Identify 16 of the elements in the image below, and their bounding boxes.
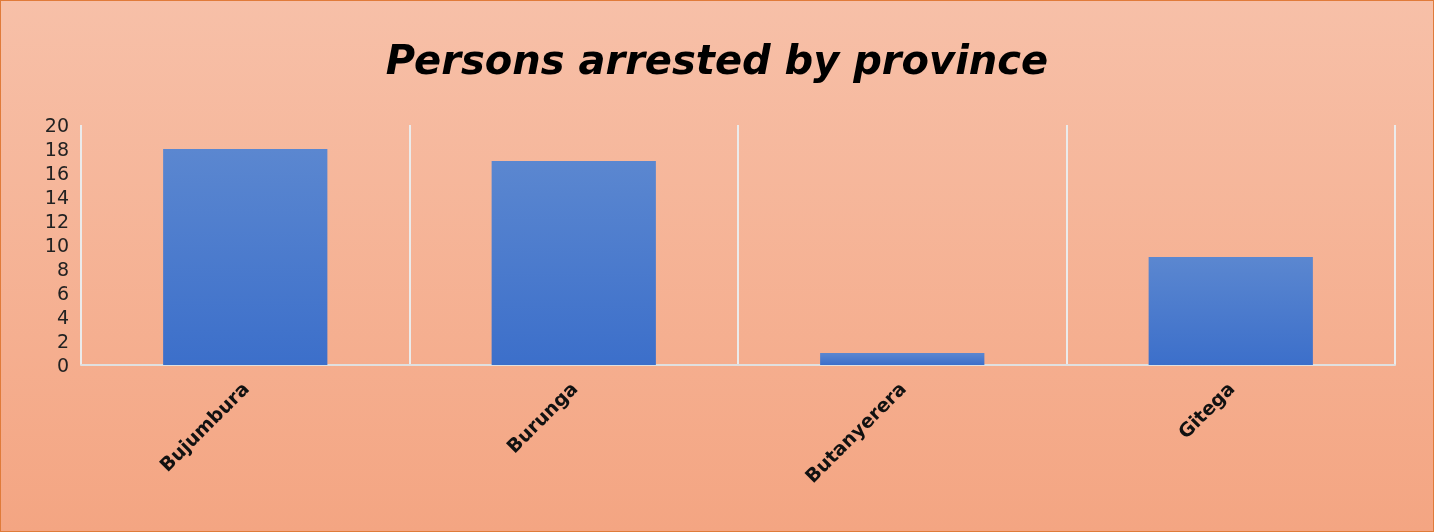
y-tick-label: 2 <box>56 330 69 352</box>
y-tick-label: 4 <box>56 306 69 328</box>
bar <box>491 161 656 365</box>
y-tick-label: 14 <box>44 186 69 208</box>
bar <box>1148 257 1313 365</box>
y-tick-label: 0 <box>56 354 69 376</box>
y-tick-label: 16 <box>44 162 69 184</box>
y-tick-label: 18 <box>44 138 69 160</box>
y-tick-label: 12 <box>44 210 69 232</box>
y-tick-label: 8 <box>56 258 69 280</box>
bar <box>820 353 985 365</box>
chart-title: Persons arrested by province <box>385 37 1049 83</box>
y-tick-label: 20 <box>44 114 69 136</box>
bar <box>163 149 328 365</box>
y-tick-label: 10 <box>44 234 69 256</box>
y-tick-label: 6 <box>56 282 69 304</box>
